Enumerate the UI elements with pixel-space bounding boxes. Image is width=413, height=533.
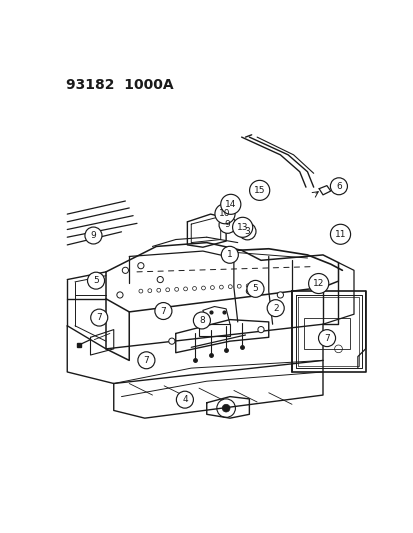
- Text: EL: EL: [318, 335, 327, 341]
- Circle shape: [138, 352, 154, 369]
- Text: 10: 10: [219, 209, 230, 218]
- Circle shape: [157, 277, 163, 282]
- Text: 1: 1: [226, 251, 232, 259]
- Circle shape: [169, 338, 175, 344]
- Circle shape: [266, 300, 284, 317]
- Circle shape: [85, 227, 102, 244]
- Circle shape: [232, 217, 252, 237]
- Text: 6: 6: [335, 182, 341, 191]
- Text: 5: 5: [252, 285, 258, 293]
- Text: 4: 4: [182, 395, 187, 404]
- Circle shape: [214, 204, 235, 224]
- Circle shape: [193, 312, 210, 329]
- Circle shape: [116, 292, 123, 298]
- Circle shape: [257, 327, 263, 333]
- Circle shape: [221, 246, 238, 263]
- Text: 13: 13: [236, 223, 248, 232]
- Circle shape: [87, 272, 104, 289]
- Text: 9: 9: [224, 220, 230, 229]
- Circle shape: [218, 216, 235, 233]
- Text: 7: 7: [160, 306, 166, 316]
- Circle shape: [220, 195, 240, 214]
- Text: 14: 14: [225, 200, 236, 209]
- Circle shape: [308, 273, 328, 294]
- Circle shape: [176, 391, 193, 408]
- Circle shape: [247, 280, 263, 297]
- Text: 7: 7: [323, 334, 329, 343]
- Circle shape: [238, 223, 255, 240]
- Circle shape: [249, 180, 269, 200]
- Circle shape: [330, 224, 350, 244]
- Circle shape: [222, 405, 230, 412]
- Circle shape: [318, 329, 335, 346]
- Text: 2: 2: [272, 304, 278, 313]
- Circle shape: [277, 292, 283, 298]
- Text: 15: 15: [253, 186, 265, 195]
- Text: 8: 8: [199, 316, 204, 325]
- Text: 7: 7: [96, 313, 102, 322]
- Circle shape: [246, 288, 252, 294]
- Circle shape: [138, 263, 144, 269]
- Text: 3: 3: [244, 227, 250, 236]
- Text: 5: 5: [93, 276, 99, 285]
- Circle shape: [90, 309, 107, 326]
- Text: 7: 7: [143, 356, 149, 365]
- Text: 93182  1000A: 93182 1000A: [66, 78, 173, 92]
- Text: 12: 12: [312, 279, 324, 288]
- Text: 9: 9: [90, 231, 96, 240]
- Circle shape: [154, 303, 171, 319]
- Circle shape: [122, 267, 128, 273]
- Text: 11: 11: [334, 230, 345, 239]
- Circle shape: [330, 178, 347, 195]
